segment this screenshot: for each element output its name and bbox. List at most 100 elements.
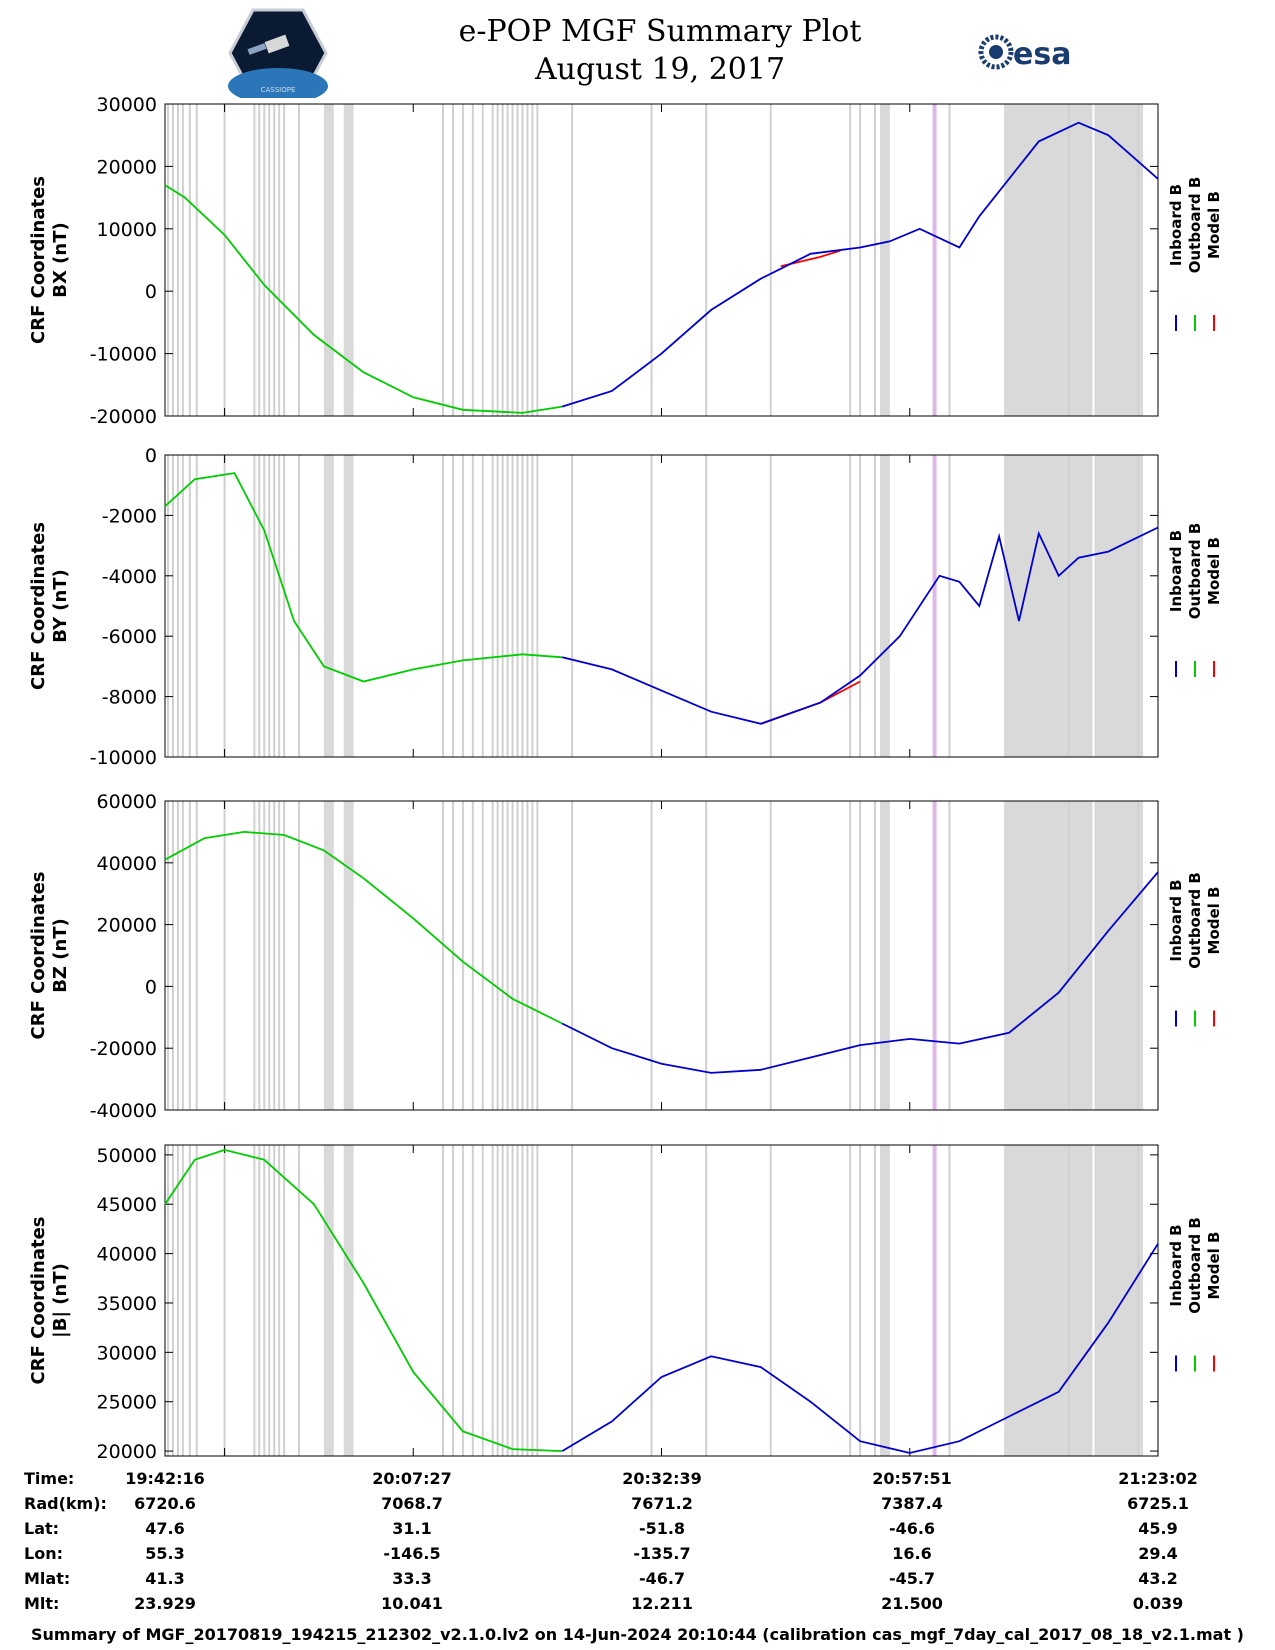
- cassiope-logo: CASSIOPE: [228, 8, 328, 98]
- series-line-outboard: [164, 184, 563, 414]
- gap-band: [879, 1145, 890, 1456]
- y-tick-label: -4000: [102, 566, 157, 588]
- legend-label: Outboard B: [1186, 523, 1204, 620]
- gap-band: [343, 801, 354, 1110]
- panel-2: 60000 40000 20000 0 -20000 -40000 CRF Coordina…: [28, 791, 1223, 1122]
- cassiope-logo-text: CASSIOPE: [261, 86, 296, 94]
- y-axis-label-line2: BX (nT): [50, 222, 71, 297]
- gap-band: [323, 104, 334, 416]
- table-cell: 29.4: [1138, 1544, 1177, 1563]
- legend-label: Inboard B: [1167, 184, 1185, 266]
- table-cell: 10.041: [381, 1594, 443, 1613]
- gap-band: [1004, 104, 1144, 416]
- y-tick-label: 25000: [97, 1392, 157, 1414]
- esa-logo: esa: [978, 34, 1071, 72]
- gap-band: [1004, 801, 1144, 1110]
- esa-logo-text: esa: [1013, 37, 1071, 72]
- table-row-label: Lon:: [24, 1544, 63, 1563]
- table-cell: 7068.7: [381, 1494, 443, 1513]
- y-axis-label-line1: CRF Coordinates: [28, 176, 49, 344]
- table-cell: 12.211: [631, 1594, 693, 1613]
- y-tick-label: 20000: [97, 915, 157, 937]
- panel-3: 50000 45000 40000 35000 30000 25000 20000 CRF C…: [28, 1144, 1223, 1463]
- legend-label: Outboard B: [1186, 177, 1204, 274]
- gap-band: [343, 104, 354, 416]
- table-cell: 20:57:51: [872, 1469, 952, 1488]
- table-cell: 20:07:27: [372, 1469, 452, 1488]
- time-marker: [932, 801, 937, 1110]
- table-cell: 43.2: [1138, 1569, 1177, 1588]
- y-tick-label: 40000: [97, 1244, 157, 1266]
- legend-label: Inboard B: [1167, 879, 1185, 961]
- y-tick-label: 45000: [97, 1194, 157, 1216]
- y-tick-label: -40000: [90, 1100, 157, 1122]
- gap-band: [323, 1145, 334, 1456]
- legend-label: Inboard B: [1167, 1224, 1185, 1306]
- y-axis-label-line2: BY (nT): [50, 569, 71, 643]
- legend-label: Model B: [1205, 537, 1223, 605]
- y-tick-label: 20000: [97, 1441, 157, 1463]
- table-cell: -45.7: [889, 1569, 935, 1588]
- gap-band: [1004, 455, 1144, 757]
- table-cell: 41.3: [145, 1569, 184, 1588]
- series-line-outboard: [164, 1148, 563, 1452]
- legend-label: Model B: [1205, 1232, 1223, 1300]
- legend-label: Inboard B: [1167, 530, 1185, 612]
- title-line-2: August 19, 2017: [534, 52, 786, 87]
- y-tick-label: -8000: [102, 687, 157, 709]
- gap-band: [879, 801, 890, 1110]
- table-cell: -51.8: [639, 1519, 685, 1538]
- table-cell: 33.3: [392, 1569, 431, 1588]
- y-tick-label: 40000: [97, 853, 157, 875]
- gap-band: [343, 1145, 354, 1456]
- gap-band: [879, 104, 890, 416]
- y-axis-label-line2: |B| (nT): [50, 1263, 71, 1338]
- y-tick-label: -20000: [90, 406, 157, 428]
- table-cell: 55.3: [145, 1544, 184, 1563]
- panel-0: 30000 20000 10000 0 -10000 -20000 CRF Coordina…: [28, 94, 1223, 428]
- time-marker: [932, 455, 937, 757]
- time-marker: [932, 104, 937, 416]
- series-line-outboard: [164, 472, 563, 683]
- table-cell: 23.929: [134, 1594, 196, 1613]
- table-cell: -46.7: [639, 1569, 685, 1588]
- table-row-label: Lat:: [24, 1519, 59, 1538]
- y-tick-label: -2000: [102, 505, 157, 527]
- y-tick-label: 0: [145, 281, 157, 303]
- y-axis-label-line1: CRF Coordinates: [28, 522, 49, 690]
- legend-label: Outboard B: [1186, 872, 1204, 969]
- series-line-inboard: [561, 871, 1159, 1074]
- table-row-label: Mlt:: [24, 1594, 59, 1613]
- y-tick-label: 60000: [97, 791, 157, 813]
- series-line-inboard: [561, 1243, 1159, 1454]
- series-line-model: [760, 680, 861, 725]
- table-cell: 6720.6: [134, 1494, 196, 1513]
- series-line-outboard: [164, 830, 563, 1025]
- y-tick-label: 30000: [97, 1342, 157, 1364]
- legend-label: Model B: [1205, 191, 1223, 259]
- gap-band: [323, 801, 334, 1110]
- y-axis-label-line2: BZ (nT): [50, 918, 71, 993]
- y-tick-label: 10000: [97, 219, 157, 241]
- gap-band: [879, 455, 890, 757]
- y-tick-label: 0: [145, 976, 157, 998]
- gap-band: [1004, 1145, 1144, 1456]
- gap-band: [323, 455, 334, 757]
- y-axis-label-line1: CRF Coordinates: [28, 1217, 49, 1385]
- table-cell: 31.1: [392, 1519, 431, 1538]
- table-cell: 7387.4: [881, 1494, 943, 1513]
- y-axis-label-line1: CRF Coordinates: [28, 872, 49, 1040]
- table-row-label: Rad(km):: [24, 1494, 107, 1513]
- series-line-inboard: [561, 121, 1159, 408]
- table-cell: 45.9: [1138, 1519, 1177, 1538]
- legend-label: Model B: [1205, 887, 1223, 955]
- table-row-label: Time:: [24, 1469, 74, 1488]
- table-cell: 16.6: [892, 1544, 931, 1563]
- footer-caption: Summary of MGF_20170819_194215_212302_v2…: [31, 1625, 1244, 1644]
- gap-band: [343, 455, 354, 757]
- table-cell: 20:32:39: [622, 1469, 702, 1488]
- y-tick-label: 0: [145, 445, 157, 467]
- table-cell: 21.500: [881, 1594, 943, 1613]
- table-cell: 19:42:16: [125, 1469, 205, 1488]
